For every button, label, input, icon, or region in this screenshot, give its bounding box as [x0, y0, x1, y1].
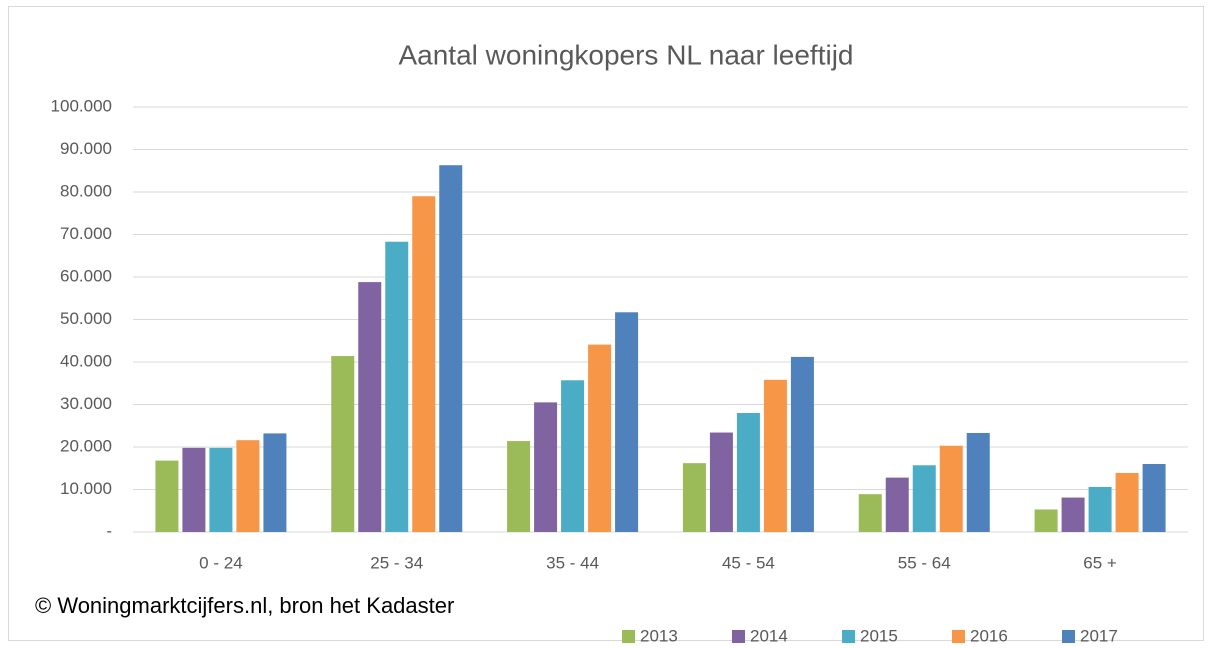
bar — [736, 413, 760, 532]
y-tick-label: 40.000 — [60, 351, 112, 370]
legend-swatch — [842, 630, 855, 643]
bar — [534, 402, 558, 532]
bar — [858, 494, 882, 532]
bar — [385, 241, 409, 532]
legend-swatch — [1062, 630, 1075, 643]
y-tick-label: 90.000 — [60, 139, 112, 158]
bar — [682, 463, 706, 532]
bar — [1088, 486, 1112, 532]
bar — [263, 433, 287, 532]
bar — [439, 165, 463, 532]
legend-swatch — [732, 630, 745, 643]
bar — [1034, 509, 1058, 532]
y-tick-label: 30.000 — [60, 394, 112, 413]
x-tick-label: 35 - 44 — [546, 553, 599, 572]
bar — [1115, 472, 1139, 532]
y-tick-label: 80.000 — [60, 181, 112, 200]
bar — [588, 344, 612, 532]
y-tick-label: - — [106, 521, 112, 540]
y-tick-label: 70.000 — [60, 224, 112, 243]
x-tick-label: 65 + — [1083, 553, 1117, 572]
x-tick-label: 25 - 34 — [370, 553, 423, 572]
bar — [939, 445, 963, 532]
legend-swatch — [622, 630, 635, 643]
bar — [763, 379, 787, 532]
x-tick-label: 55 - 64 — [898, 553, 951, 572]
annotation: © Woningmarktcijfers.nl, bron het Kadast… — [35, 593, 454, 618]
y-tick-label: 60.000 — [60, 266, 112, 285]
bar — [182, 447, 206, 532]
legend-label: 2017 — [1080, 626, 1118, 645]
bar — [1142, 464, 1166, 532]
bar — [412, 196, 436, 532]
y-tick-label: 10.000 — [60, 479, 112, 498]
bar — [790, 356, 814, 532]
legend-label: 2015 — [860, 626, 898, 645]
bar — [155, 460, 179, 532]
legend-label: 2014 — [750, 626, 788, 645]
bar — [561, 380, 585, 532]
legend-label: 2016 — [970, 626, 1008, 645]
bar — [885, 477, 909, 532]
bar — [615, 312, 639, 532]
bar — [358, 282, 382, 532]
x-tick-label: 45 - 54 — [722, 553, 775, 572]
y-tick-label: 100.000 — [51, 96, 112, 115]
bar — [1061, 497, 1085, 532]
bar — [507, 441, 531, 532]
legend-swatch — [952, 630, 965, 643]
chart-title: Aantal woningkopers NL naar leeftijd — [398, 39, 853, 70]
bar — [966, 432, 990, 532]
bar — [331, 356, 355, 532]
chart-frame — [8, 6, 1204, 641]
y-tick-label: 20.000 — [60, 436, 112, 455]
x-tick-label: 0 - 24 — [199, 553, 242, 572]
y-tick-label: 50.000 — [60, 309, 112, 328]
bar — [209, 447, 233, 532]
bar — [709, 432, 733, 532]
legend-label: 2013 — [640, 626, 678, 645]
bar — [236, 440, 260, 532]
bar — [912, 465, 936, 532]
